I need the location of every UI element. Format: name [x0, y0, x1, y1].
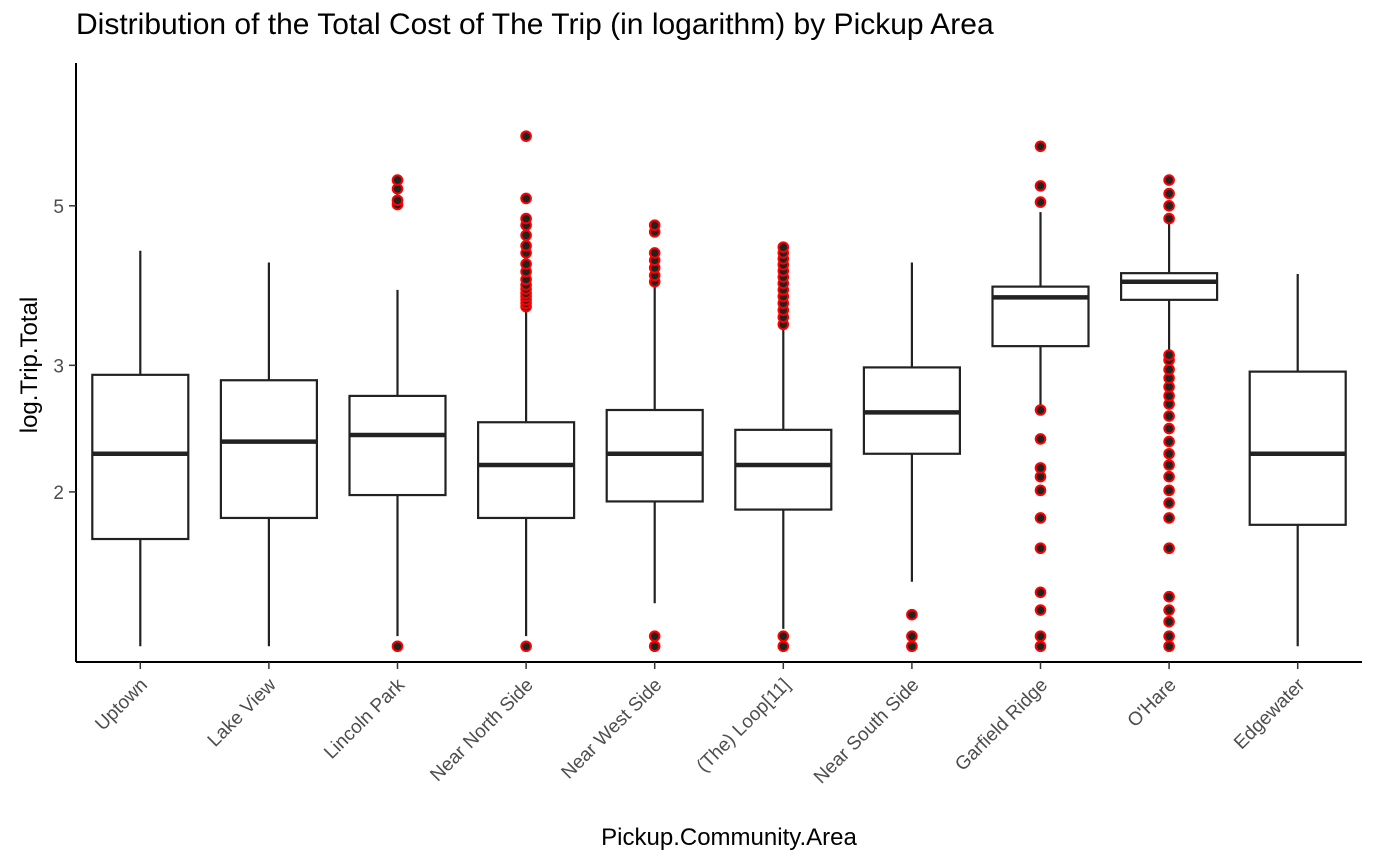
outlier-point [1034, 462, 1047, 474]
x-tick-label: Edgewater [1230, 674, 1310, 754]
box-iqr [219, 379, 318, 520]
outlier-point [1163, 447, 1175, 460]
outlier-point [520, 212, 532, 225]
outlier-point [1034, 542, 1047, 555]
outlier-point [520, 192, 532, 205]
box-9 [1248, 273, 1347, 647]
box-1 [219, 262, 318, 647]
box-iqr [477, 421, 576, 520]
outlier-point [1163, 410, 1175, 422]
outlier-point [1163, 590, 1175, 603]
outlier-point [777, 630, 790, 642]
outlier-point [1163, 422, 1175, 435]
outlier-point [1034, 180, 1047, 192]
box-iqr [1119, 272, 1219, 301]
outlier-point [1034, 433, 1047, 445]
outlier-point [1034, 484, 1047, 497]
x-tick-label: Near West Side [558, 675, 667, 784]
x-tick-label: Lincoln Park [320, 674, 409, 763]
outlier-point [391, 640, 404, 653]
outlier-point [1163, 435, 1175, 448]
box-8 [1119, 174, 1219, 653]
outlier-point [1034, 586, 1047, 599]
outlier-point [1163, 470, 1175, 483]
outlier-point [777, 640, 790, 653]
outlier-point [906, 630, 918, 642]
outlier-point [1163, 484, 1175, 497]
x-tick-label: Lake View [204, 674, 281, 751]
y-tick-label: 3 [53, 356, 64, 377]
outlier-point [1163, 363, 1175, 376]
outlier-point [1163, 459, 1175, 471]
outlier-point [1163, 640, 1175, 653]
y-axis-ticks: 2 3 5 [53, 197, 76, 504]
outlier-point [648, 640, 661, 653]
outlier-point [648, 630, 661, 642]
box-group [91, 130, 1347, 653]
box-2 [348, 174, 447, 653]
box-4 [605, 219, 704, 653]
outlier-point [391, 174, 404, 186]
outlier-point [1163, 615, 1175, 628]
y-axis-title: log.Trip.Total [16, 297, 43, 434]
outlier-point [1163, 349, 1175, 361]
box-iqr [734, 428, 833, 511]
outlier-point [1163, 604, 1175, 616]
outlier-point [1163, 187, 1175, 200]
outlier-point [1034, 604, 1047, 616]
outlier-point [1034, 512, 1047, 524]
outlier-point [1163, 200, 1175, 212]
outlier-point [1034, 404, 1047, 416]
box-6 [862, 262, 962, 653]
outlier-point [520, 640, 532, 653]
outlier-point [648, 247, 661, 259]
outlier-point [520, 130, 532, 142]
y-tick-label: 5 [53, 197, 64, 218]
outlier-point [391, 194, 404, 207]
box-0 [91, 250, 190, 647]
box-3 [477, 130, 576, 653]
x-tick-label: Near South Side [810, 675, 923, 788]
outlier-point [1034, 196, 1047, 208]
outlier-point [906, 608, 918, 621]
x-tick-label: Uptown [91, 675, 151, 735]
outlier-point [1163, 630, 1175, 642]
x-axis-ticks: Uptown Lake View Lincoln Park Near North Si… [91, 662, 1310, 788]
outlier-point [1034, 640, 1047, 653]
outlier-point [520, 258, 532, 270]
outlier-point [1034, 140, 1047, 153]
outlier-point [520, 229, 532, 242]
y-tick-label: 2 [53, 483, 64, 504]
outlier-point [1163, 212, 1175, 225]
x-tick-label: O'Hare [1124, 675, 1181, 732]
outlier-point [1034, 630, 1047, 642]
x-tick-label: (The) Loop[11] [693, 675, 795, 777]
outlier-point [1163, 497, 1175, 509]
outlier-point [906, 640, 918, 653]
box-5 [734, 241, 833, 653]
box-iqr [91, 373, 190, 541]
box-iqr [1248, 370, 1347, 526]
x-tick-label: Near North Side [426, 675, 537, 786]
box-7 [991, 140, 1090, 653]
box-iqr [348, 394, 447, 497]
outlier-point [1163, 542, 1175, 555]
outlier-point [777, 241, 790, 253]
chart-title: Distribution of the Total Cost of The Tr… [76, 8, 994, 41]
outlier-point [1163, 174, 1175, 186]
x-axis-title: Pickup.Community.Area [601, 824, 857, 851]
x-tick-label: Garfield Ridge [951, 675, 1052, 776]
outlier-point [648, 219, 661, 231]
outlier-point [1163, 512, 1175, 524]
outlier-point [520, 239, 532, 252]
